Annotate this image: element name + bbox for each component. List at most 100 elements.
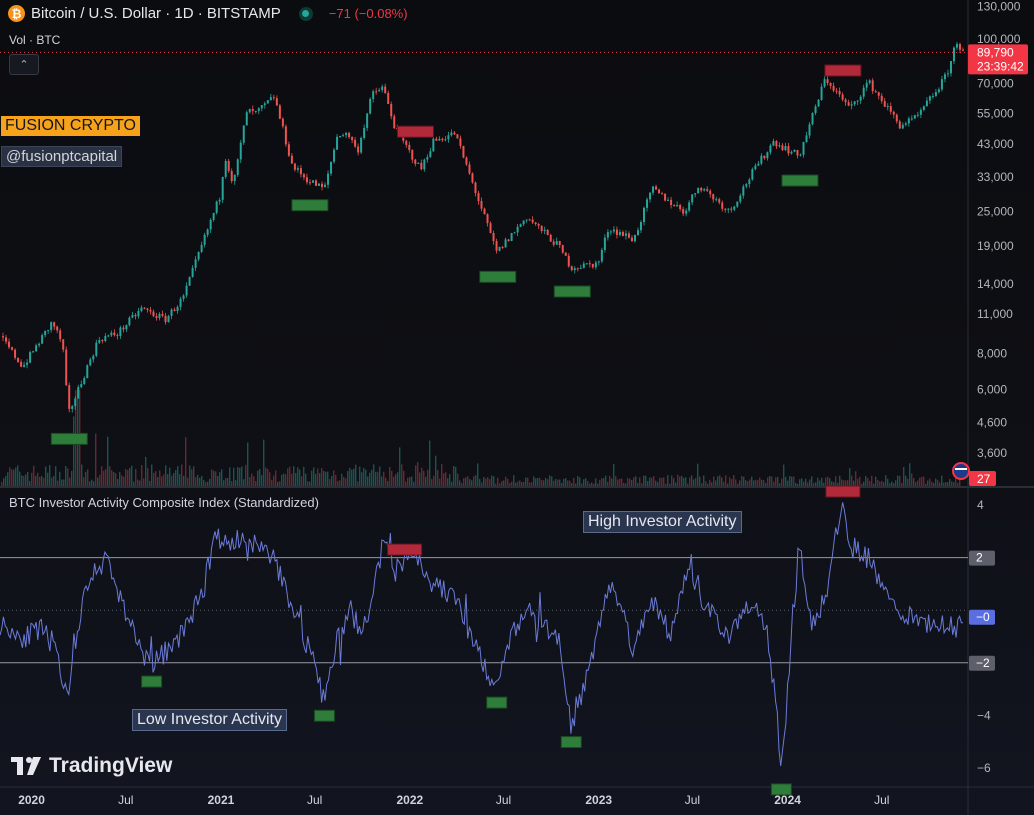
- index-tick-label[interactable]: −6: [977, 761, 991, 775]
- candle-body: [856, 100, 859, 102]
- price-tick-label[interactable]: 19,000: [977, 239, 1014, 253]
- volume-bar: [807, 482, 809, 486]
- time-axis-label[interactable]: 2023: [585, 793, 612, 807]
- price-tick-label[interactable]: 8,000: [977, 347, 1007, 361]
- candle-body: [170, 309, 173, 316]
- price-tick-label[interactable]: 33,000: [977, 170, 1014, 184]
- price-tick-label[interactable]: 6,000: [977, 382, 1007, 396]
- candle-body: [591, 263, 594, 268]
- candle-body: [633, 234, 636, 242]
- collapse-legend-button[interactable]: ⌃: [9, 54, 39, 75]
- volume-bar: [499, 483, 501, 486]
- price-tick-label[interactable]: 100,000: [977, 32, 1021, 46]
- price-bottom-marker: [291, 199, 329, 212]
- volume-bar: [739, 480, 741, 486]
- price-tick-label[interactable]: 4,600: [977, 415, 1007, 429]
- price-tick-label[interactable]: 43,000: [977, 137, 1014, 151]
- volume-bar: [335, 474, 337, 486]
- volume-bar: [415, 465, 417, 486]
- volume-bar: [845, 480, 847, 486]
- candle-body: [540, 225, 543, 232]
- candle-body: [116, 335, 119, 337]
- volume-bar: [153, 472, 155, 486]
- candle-body: [859, 96, 862, 101]
- symbol-title[interactable]: Bitcoin / U.S. Dollar · 1D · BITSTAMP: [31, 5, 281, 22]
- volume-bar: [795, 482, 797, 486]
- candle-body: [531, 219, 534, 223]
- candle-body: [510, 233, 513, 242]
- indicator-title[interactable]: BTC Investor Activity Composite Index (S…: [9, 495, 319, 510]
- time-axis-label[interactable]: Jul: [118, 793, 133, 807]
- time-axis-label[interactable]: 2024: [774, 793, 801, 807]
- volume-bar: [549, 475, 551, 486]
- volume-bar: [207, 481, 209, 486]
- volume-bar: [603, 478, 605, 486]
- index-bottom-marker: [141, 675, 163, 688]
- candle-body: [865, 82, 868, 88]
- volume-bar: [565, 477, 567, 486]
- price-tick-label[interactable]: 70,000: [977, 76, 1014, 90]
- candle-body: [609, 231, 612, 233]
- volume-bar: [313, 467, 315, 486]
- candle-body: [943, 74, 946, 80]
- volume-bar: [879, 481, 881, 486]
- price-tick-label[interactable]: 130,000: [977, 0, 1021, 13]
- time-axis-label[interactable]: 2020: [18, 793, 45, 807]
- time-axis-label[interactable]: 2021: [208, 793, 235, 807]
- volume-bar: [239, 467, 241, 486]
- volume-bar: [649, 477, 651, 486]
- volume-bar: [371, 469, 373, 486]
- volume-bar: [503, 480, 505, 486]
- volume-bar: [773, 481, 775, 486]
- volume-bar: [515, 482, 517, 486]
- volume-bar: [747, 481, 749, 486]
- volume-bar: [377, 471, 379, 486]
- candle-body: [844, 99, 847, 103]
- volume-bar: [457, 473, 459, 486]
- volume-bar: [221, 469, 223, 486]
- volume-bar: [785, 476, 787, 486]
- price-top-marker: [396, 125, 434, 138]
- tradingview-logo[interactable]: TradingView: [11, 754, 172, 778]
- time-axis-label[interactable]: Jul: [874, 793, 889, 807]
- price-tick-label[interactable]: 55,000: [977, 106, 1014, 120]
- volume-bar: [791, 476, 793, 486]
- volume-bar: [775, 477, 777, 486]
- us-flag-icon[interactable]: [952, 462, 970, 480]
- price-tick-label[interactable]: 25,000: [977, 205, 1014, 219]
- volume-bar: [595, 478, 597, 486]
- time-axis-label[interactable]: 2022: [396, 793, 423, 807]
- candle-body: [317, 183, 320, 186]
- volume-bar: [571, 483, 573, 486]
- candle-body: [146, 308, 149, 310]
- time-axis-label[interactable]: Jul: [685, 793, 700, 807]
- candle-body: [305, 177, 308, 183]
- price-tick-label[interactable]: 11,000: [977, 307, 1013, 321]
- volume-bar: [347, 471, 349, 486]
- volume-bar: [271, 479, 273, 486]
- price-tick-label[interactable]: 3,600: [977, 446, 1007, 460]
- candle-body: [826, 79, 829, 84]
- last-price-label-bg[interactable]: [968, 44, 1028, 75]
- candle-body: [537, 224, 540, 226]
- candle-body: [561, 245, 564, 253]
- volume-legend[interactable]: Vol · BTC: [9, 33, 61, 47]
- candle-body: [685, 210, 688, 214]
- volume-bar: [691, 475, 693, 486]
- candle-body: [796, 149, 799, 156]
- time-axis-label[interactable]: Jul: [496, 793, 511, 807]
- volume-bar: [615, 476, 617, 486]
- candle-body: [275, 98, 278, 106]
- volume-bar: [711, 482, 713, 486]
- candle-body: [354, 139, 357, 147]
- volume-bar: [331, 475, 333, 486]
- volume-bar: [223, 480, 225, 486]
- candle-body: [507, 239, 510, 242]
- volume-bar: [723, 481, 725, 486]
- time-axis-label[interactable]: Jul: [307, 793, 322, 807]
- index-tick-label[interactable]: 4: [977, 498, 984, 512]
- price-tick-label[interactable]: 14,000: [977, 277, 1014, 291]
- index-tick-label[interactable]: −4: [977, 708, 991, 722]
